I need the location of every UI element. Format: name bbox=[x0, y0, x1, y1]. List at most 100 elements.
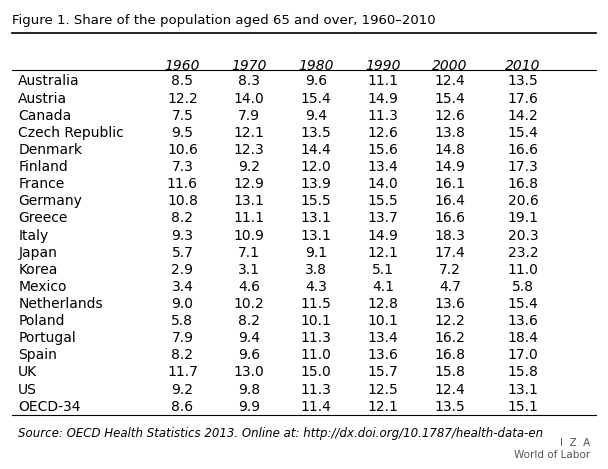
Text: 17.0: 17.0 bbox=[508, 348, 538, 363]
Text: 15.4: 15.4 bbox=[508, 126, 538, 140]
Text: 7.1: 7.1 bbox=[238, 246, 260, 260]
Text: Germany: Germany bbox=[18, 194, 82, 208]
Text: 12.4: 12.4 bbox=[435, 383, 465, 397]
Text: 3.1: 3.1 bbox=[238, 263, 260, 277]
Text: 10.8: 10.8 bbox=[167, 194, 198, 208]
Text: 14.8: 14.8 bbox=[435, 143, 465, 157]
Text: Poland: Poland bbox=[18, 314, 64, 328]
Text: 9.6: 9.6 bbox=[238, 348, 260, 363]
Text: Spain: Spain bbox=[18, 348, 57, 363]
Text: 12.4: 12.4 bbox=[435, 75, 465, 89]
Text: 11.3: 11.3 bbox=[368, 109, 398, 123]
Text: OECD-34: OECD-34 bbox=[18, 400, 81, 414]
Text: 12.3: 12.3 bbox=[234, 143, 264, 157]
Text: 12.2: 12.2 bbox=[435, 314, 465, 328]
Text: 14.4: 14.4 bbox=[301, 143, 331, 157]
Text: 11.4: 11.4 bbox=[301, 400, 331, 414]
Text: 16.2: 16.2 bbox=[435, 331, 465, 345]
Text: 5.7: 5.7 bbox=[171, 246, 193, 260]
Text: 12.8: 12.8 bbox=[368, 297, 398, 311]
Text: 2010: 2010 bbox=[505, 59, 541, 73]
Text: 16.4: 16.4 bbox=[435, 194, 465, 208]
Text: 13.5: 13.5 bbox=[301, 126, 331, 140]
Text: 4.6: 4.6 bbox=[238, 280, 260, 294]
Text: 10.9: 10.9 bbox=[234, 228, 264, 242]
Text: 11.7: 11.7 bbox=[167, 365, 198, 379]
Text: 9.4: 9.4 bbox=[238, 331, 260, 345]
Text: 13.0: 13.0 bbox=[234, 365, 264, 379]
Text: 9.2: 9.2 bbox=[171, 383, 193, 397]
Text: 16.6: 16.6 bbox=[508, 143, 538, 157]
Text: US: US bbox=[18, 383, 37, 397]
Text: 11.6: 11.6 bbox=[167, 177, 198, 191]
Text: 8.5: 8.5 bbox=[171, 75, 193, 89]
Text: 9.1: 9.1 bbox=[305, 246, 327, 260]
Text: 13.8: 13.8 bbox=[435, 126, 465, 140]
Text: 14.0: 14.0 bbox=[234, 91, 264, 106]
Text: UK: UK bbox=[18, 365, 37, 379]
Text: 9.9: 9.9 bbox=[238, 400, 260, 414]
Text: 14.9: 14.9 bbox=[368, 91, 398, 106]
Text: 16.1: 16.1 bbox=[435, 177, 465, 191]
Text: 20.3: 20.3 bbox=[508, 228, 538, 242]
Text: 11.1: 11.1 bbox=[368, 75, 398, 89]
Text: France: France bbox=[18, 177, 64, 191]
Text: 2.9: 2.9 bbox=[171, 263, 193, 277]
Text: 23.2: 23.2 bbox=[508, 246, 538, 260]
Text: 7.9: 7.9 bbox=[171, 331, 193, 345]
Text: 11.1: 11.1 bbox=[234, 212, 264, 226]
Text: 13.4: 13.4 bbox=[368, 331, 398, 345]
Text: 16.6: 16.6 bbox=[435, 212, 465, 226]
Text: 10.1: 10.1 bbox=[368, 314, 398, 328]
Text: 11.0: 11.0 bbox=[508, 263, 538, 277]
Text: 18.3: 18.3 bbox=[435, 228, 465, 242]
Text: 13.5: 13.5 bbox=[435, 400, 465, 414]
Text: 13.1: 13.1 bbox=[508, 383, 538, 397]
Text: 8.6: 8.6 bbox=[171, 400, 193, 414]
Text: I  Z  A
World of Labor: I Z A World of Labor bbox=[514, 438, 590, 460]
Text: Mexico: Mexico bbox=[18, 280, 67, 294]
Text: 14.9: 14.9 bbox=[368, 228, 398, 242]
Text: 2000: 2000 bbox=[432, 59, 468, 73]
Text: 10.6: 10.6 bbox=[167, 143, 198, 157]
Text: Japan: Japan bbox=[18, 246, 57, 260]
Text: 4.1: 4.1 bbox=[372, 280, 394, 294]
Text: 15.4: 15.4 bbox=[301, 91, 331, 106]
Text: 15.5: 15.5 bbox=[368, 194, 398, 208]
Text: 11.5: 11.5 bbox=[301, 297, 331, 311]
Text: 13.5: 13.5 bbox=[508, 75, 538, 89]
Text: 13.1: 13.1 bbox=[301, 212, 331, 226]
Text: 10.2: 10.2 bbox=[234, 297, 264, 311]
Text: 17.3: 17.3 bbox=[508, 160, 538, 174]
Text: 7.3: 7.3 bbox=[171, 160, 193, 174]
Text: 4.3: 4.3 bbox=[305, 280, 327, 294]
Text: 19.1: 19.1 bbox=[508, 212, 538, 226]
Text: 11.3: 11.3 bbox=[301, 383, 331, 397]
Text: Greece: Greece bbox=[18, 212, 67, 226]
Text: 3.4: 3.4 bbox=[171, 280, 193, 294]
Text: 12.5: 12.5 bbox=[368, 383, 398, 397]
Text: Denmark: Denmark bbox=[18, 143, 82, 157]
Text: 8.3: 8.3 bbox=[238, 75, 260, 89]
Text: 14.2: 14.2 bbox=[508, 109, 538, 123]
Text: 12.6: 12.6 bbox=[435, 109, 465, 123]
Text: 9.4: 9.4 bbox=[305, 109, 327, 123]
Text: 11.3: 11.3 bbox=[301, 331, 331, 345]
Text: 5.8: 5.8 bbox=[171, 314, 193, 328]
Text: 3.8: 3.8 bbox=[305, 263, 327, 277]
Text: 15.6: 15.6 bbox=[368, 143, 398, 157]
Text: 14.0: 14.0 bbox=[368, 177, 398, 191]
Text: 5.8: 5.8 bbox=[512, 280, 534, 294]
Text: Portugal: Portugal bbox=[18, 331, 76, 345]
Text: 17.4: 17.4 bbox=[435, 246, 465, 260]
Text: 17.6: 17.6 bbox=[508, 91, 538, 106]
Text: 9.2: 9.2 bbox=[238, 160, 260, 174]
Text: 13.6: 13.6 bbox=[435, 297, 465, 311]
Text: 9.0: 9.0 bbox=[171, 297, 193, 311]
Text: 15.0: 15.0 bbox=[301, 365, 331, 379]
Text: 9.6: 9.6 bbox=[305, 75, 327, 89]
Text: 5.1: 5.1 bbox=[372, 263, 394, 277]
Text: 8.2: 8.2 bbox=[238, 314, 260, 328]
Text: 12.2: 12.2 bbox=[167, 91, 198, 106]
Text: 15.5: 15.5 bbox=[301, 194, 331, 208]
